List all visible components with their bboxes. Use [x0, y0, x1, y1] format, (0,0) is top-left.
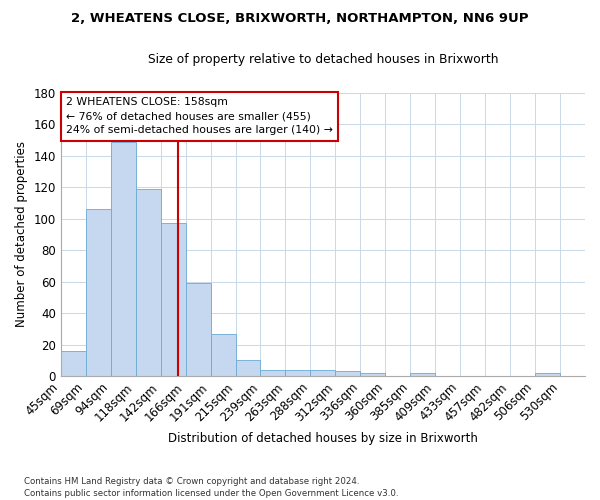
X-axis label: Distribution of detached houses by size in Brixworth: Distribution of detached houses by size … [168, 432, 478, 445]
Bar [86, 210, 111, 376]
Bar [535, 373, 560, 376]
Bar [61, 351, 86, 376]
Bar [286, 370, 310, 376]
Bar [136, 189, 161, 376]
Y-axis label: Number of detached properties: Number of detached properties [15, 142, 28, 328]
Title: Size of property relative to detached houses in Brixworth: Size of property relative to detached ho… [148, 52, 498, 66]
Bar [310, 370, 335, 376]
Bar [361, 373, 385, 376]
Bar [410, 373, 435, 376]
Bar [111, 142, 136, 376]
Bar [161, 224, 185, 376]
Bar [335, 371, 361, 376]
Bar [236, 360, 260, 376]
Bar [211, 334, 236, 376]
Bar [260, 370, 286, 376]
Text: Contains HM Land Registry data © Crown copyright and database right 2024.
Contai: Contains HM Land Registry data © Crown c… [24, 476, 398, 498]
Text: 2 WHEATENS CLOSE: 158sqm
← 76% of detached houses are smaller (455)
24% of semi-: 2 WHEATENS CLOSE: 158sqm ← 76% of detach… [66, 98, 333, 136]
Bar [185, 283, 211, 376]
Text: 2, WHEATENS CLOSE, BRIXWORTH, NORTHAMPTON, NN6 9UP: 2, WHEATENS CLOSE, BRIXWORTH, NORTHAMPTO… [71, 12, 529, 26]
